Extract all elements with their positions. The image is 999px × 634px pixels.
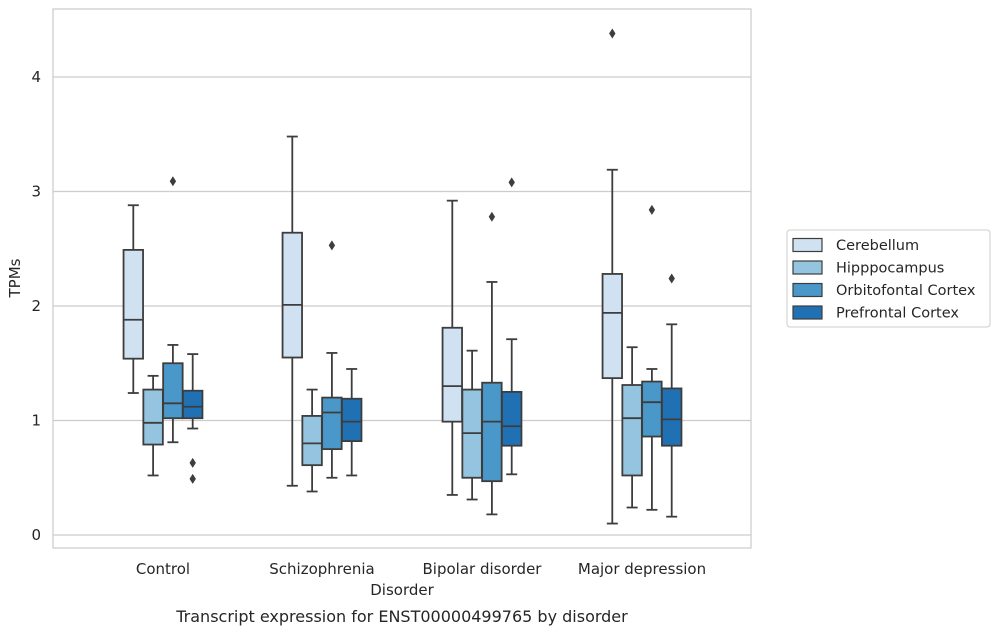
x-tick-label: Bipolar disorder <box>423 560 543 578</box>
legend-frame <box>786 229 991 328</box>
y-tick-label: 0 <box>31 526 41 544</box>
y-tick-label: 4 <box>31 68 41 86</box>
x-axis: Control Schizophrenia Bipolar disorder Majo… <box>136 560 706 578</box>
outlier-point <box>508 177 515 188</box>
legend-label: Cerebellum <box>836 238 919 254</box>
legend: Cerebellum Hipppocampus Orbitofontal Corte… <box>786 229 991 328</box>
box-iqr <box>182 389 204 420</box>
box-orbitofontal-cortex <box>162 176 184 444</box>
chart-caption: Transcript expression for ENST0000049976… <box>175 607 628 626</box>
box-prefrontal-cortex <box>501 177 523 476</box>
legend-swatch <box>792 237 823 253</box>
y-tick-label: 2 <box>31 297 41 315</box>
x-tick-label: Major depression <box>578 560 706 578</box>
box-iqr <box>321 396 343 451</box>
legend-swatch <box>792 305 823 320</box>
box-iqr <box>641 380 663 438</box>
plot-area <box>52 8 752 549</box>
y-tick-label: 1 <box>31 412 41 430</box>
box-cerebellum <box>281 135 303 487</box>
box-hipppocampus <box>142 374 164 477</box>
box-iqr <box>601 273 623 380</box>
outlier-point <box>189 473 196 484</box>
box-iqr <box>162 362 184 420</box>
y-axis-label: TPMs <box>6 258 24 298</box>
boxes <box>122 28 683 525</box>
box-iqr <box>122 248 144 360</box>
outlier-point <box>668 273 675 284</box>
legend-swatch <box>792 282 823 298</box>
box-iqr <box>301 415 323 467</box>
legend-label: Orbitofontal Cortex <box>836 283 976 299</box>
legend-label: Prefrontal Cortex <box>836 306 959 322</box>
legend-swatch <box>792 260 823 275</box>
x-tick-label: Schizophrenia <box>269 560 374 578</box>
box-prefrontal-cortex <box>661 273 683 518</box>
box-iqr <box>481 381 503 483</box>
box-prefrontal-cortex <box>341 368 363 477</box>
outlier-point <box>648 204 656 215</box>
box-iqr <box>661 387 683 447</box>
box-cerebellum <box>122 204 144 394</box>
box-hipppocampus <box>621 346 643 509</box>
box-iqr <box>281 231 303 359</box>
box-iqr <box>142 388 164 446</box>
box-prefrontal-cortex <box>182 353 204 484</box>
box-iqr <box>501 390 523 447</box>
legend-label: Hipppocampus <box>836 261 944 277</box>
y-axis: 0 1 2 3 4 <box>31 68 41 544</box>
box-cerebellum <box>601 28 623 525</box>
outlier-point <box>488 211 496 222</box>
box-hipppocampus <box>301 388 323 493</box>
box-iqr <box>441 326 463 423</box>
y-tick-label: 3 <box>31 183 41 201</box>
box-iqr <box>621 384 643 477</box>
outlier-point <box>328 240 336 251</box>
outlier-point <box>169 176 177 187</box>
outlier-point <box>189 457 196 468</box>
x-axis-label: Disorder <box>370 581 434 599</box>
outlier-point <box>609 28 616 39</box>
box-iqr <box>341 397 363 443</box>
box-cerebellum <box>441 199 463 496</box>
box-orbitofontal-cortex <box>321 240 343 479</box>
x-tick-label: Control <box>136 560 190 578</box>
